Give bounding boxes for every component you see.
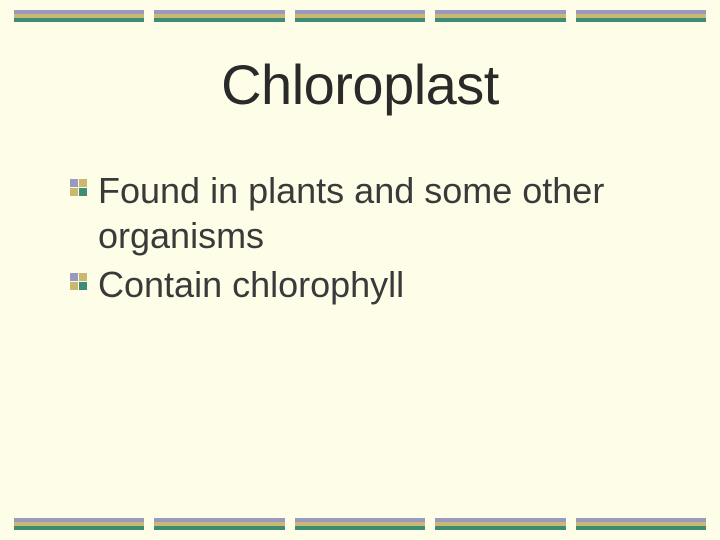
quadrant-bullet-icon — [70, 273, 88, 291]
border-segment — [435, 518, 565, 530]
slide-content: Found in plants and some other organisms… — [70, 168, 680, 311]
border-stripe — [14, 526, 144, 530]
top-border — [0, 10, 720, 22]
bullet-text: Contain chlorophyll — [98, 264, 404, 305]
border-stripe — [154, 18, 284, 22]
border-segment — [14, 10, 144, 22]
border-segment — [14, 518, 144, 530]
border-stripe — [435, 526, 565, 530]
quadrant-bullet-icon — [70, 179, 88, 197]
border-stripe — [14, 18, 144, 22]
bottom-border — [0, 518, 720, 530]
border-stripe — [295, 526, 425, 530]
border-segment — [435, 10, 565, 22]
border-segment — [154, 10, 284, 22]
border-segment — [295, 518, 425, 530]
bullet-item: Found in plants and some other organisms — [70, 168, 680, 258]
border-segment — [576, 518, 706, 530]
border-segment — [295, 10, 425, 22]
slide-title: Chloroplast — [0, 52, 720, 117]
border-stripe — [576, 526, 706, 530]
bullet-item: Contain chlorophyll — [70, 262, 680, 307]
bullet-text: Found in plants and some other organisms — [98, 170, 604, 256]
border-stripe — [295, 18, 425, 22]
border-stripe — [435, 18, 565, 22]
border-segment — [154, 518, 284, 530]
border-segment — [576, 10, 706, 22]
border-stripe — [576, 18, 706, 22]
border-stripe — [154, 526, 284, 530]
